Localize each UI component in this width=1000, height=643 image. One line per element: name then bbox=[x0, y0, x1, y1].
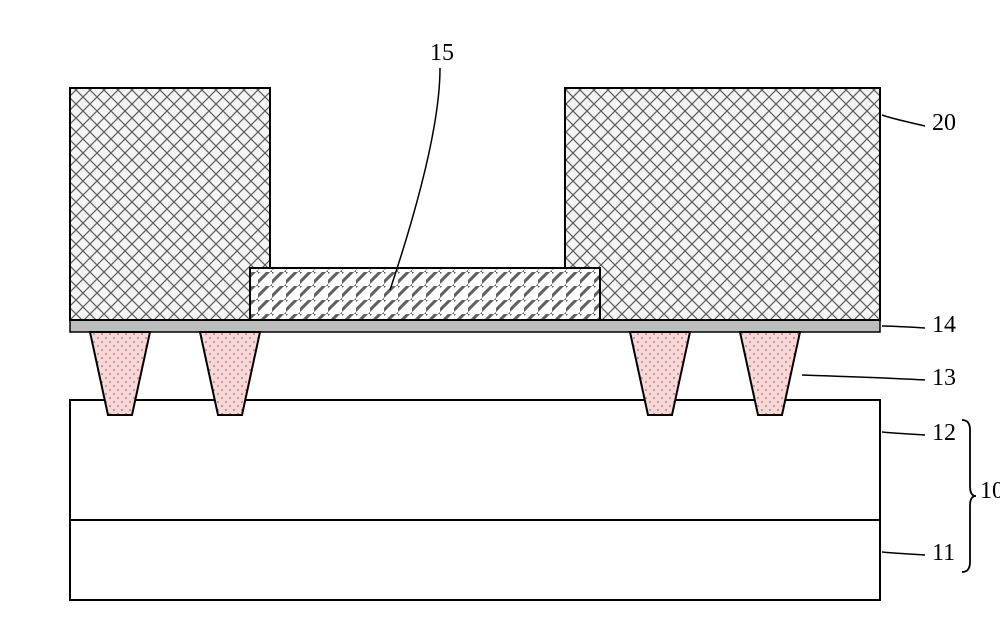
layer-11 bbox=[70, 520, 880, 600]
label-20: 20 bbox=[932, 110, 956, 136]
label-12: 12 bbox=[932, 420, 956, 446]
layer-14 bbox=[70, 320, 880, 332]
layer-12 bbox=[70, 400, 880, 520]
diagram-svg: 15 20 14 13 12 11 10 bbox=[20, 20, 1000, 623]
leader-20 bbox=[882, 115, 925, 126]
layer-15 bbox=[250, 268, 600, 320]
label-10: 10 bbox=[980, 478, 1000, 504]
leader-14 bbox=[882, 326, 925, 328]
diagram-figure: 15 20 14 13 12 11 10 bbox=[20, 20, 1000, 623]
label-13: 13 bbox=[932, 365, 956, 391]
label-11: 11 bbox=[932, 540, 955, 566]
leader-12 bbox=[882, 432, 925, 435]
brace-10 bbox=[962, 420, 976, 572]
block-20-1 bbox=[565, 88, 880, 320]
label-15: 15 bbox=[430, 40, 454, 66]
leader-15 bbox=[390, 68, 440, 290]
leader-13 bbox=[802, 375, 925, 380]
label-14: 14 bbox=[932, 312, 956, 338]
leader-11 bbox=[882, 552, 925, 555]
block-20-0 bbox=[70, 88, 270, 320]
